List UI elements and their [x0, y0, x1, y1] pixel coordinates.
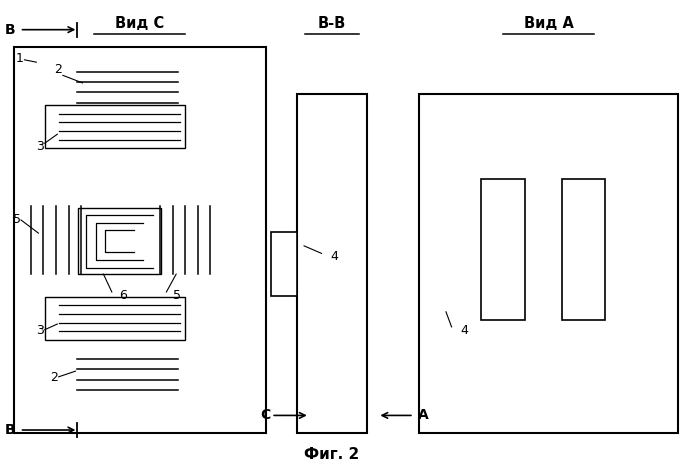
Text: 5: 5 — [173, 289, 181, 302]
Text: В: В — [5, 423, 15, 437]
Bar — [271, 232, 297, 296]
Bar — [45, 297, 185, 340]
Text: 4: 4 — [330, 250, 338, 263]
Bar — [419, 94, 678, 433]
Text: Вид C: Вид C — [115, 16, 164, 31]
Text: 1: 1 — [15, 52, 23, 65]
Text: В: В — [5, 23, 15, 37]
Bar — [78, 208, 161, 274]
Bar — [297, 94, 367, 433]
Text: Фиг. 2: Фиг. 2 — [304, 447, 360, 462]
Text: 3: 3 — [36, 139, 44, 153]
Text: В-В: В-В — [318, 16, 346, 31]
Bar — [45, 105, 185, 148]
Text: 2: 2 — [55, 63, 62, 76]
Bar — [482, 179, 525, 320]
Text: Вид A: Вид A — [524, 16, 574, 31]
Text: 5: 5 — [13, 212, 20, 226]
Text: 4: 4 — [460, 324, 468, 337]
Text: С: С — [261, 408, 271, 422]
Text: 3: 3 — [36, 324, 44, 337]
Text: A: A — [418, 408, 428, 422]
Bar — [14, 47, 266, 433]
Text: 2: 2 — [50, 371, 58, 384]
Bar — [561, 179, 605, 320]
Text: 6: 6 — [119, 289, 127, 302]
